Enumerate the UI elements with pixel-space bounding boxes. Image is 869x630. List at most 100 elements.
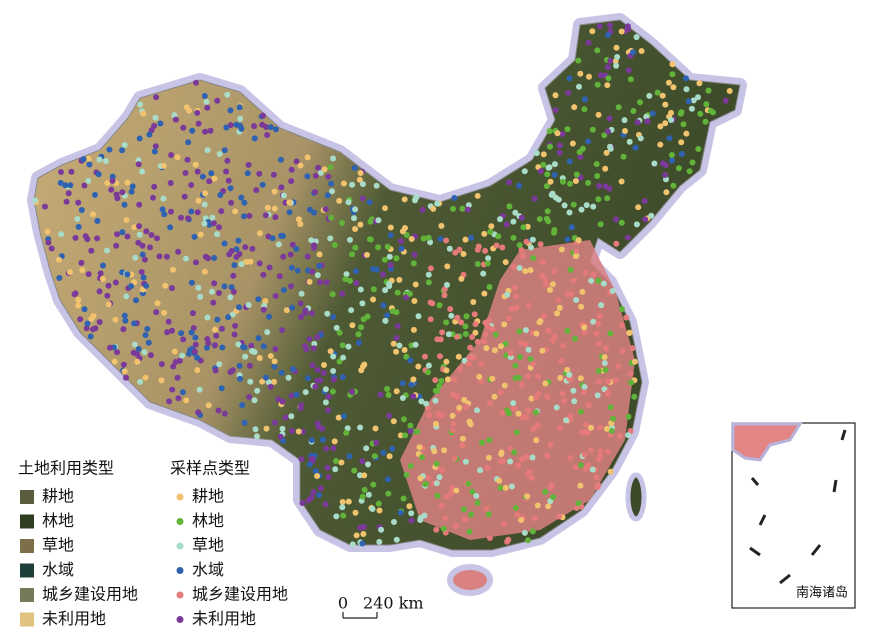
sample-point <box>631 393 638 400</box>
sample-point <box>595 277 602 284</box>
sample-point <box>572 178 579 184</box>
sample-point <box>497 216 503 223</box>
sample-point <box>443 367 450 374</box>
sample-point <box>623 314 630 321</box>
sample-point <box>322 501 329 508</box>
sample-point <box>104 180 111 187</box>
sample-point <box>462 323 469 330</box>
sample-point <box>175 248 182 255</box>
sample-point <box>549 190 556 197</box>
sample-point <box>586 73 592 80</box>
sample-point <box>670 182 677 189</box>
sample-point <box>476 373 483 380</box>
sample-legend-label: 水域 <box>192 560 224 579</box>
sample-point <box>361 361 368 368</box>
sample-point <box>683 86 690 93</box>
sample-point <box>329 388 336 395</box>
sample-point <box>86 161 93 168</box>
sample-point <box>607 468 614 475</box>
sample-point <box>136 135 143 142</box>
sample-point <box>216 290 222 296</box>
sample-point <box>426 412 433 419</box>
sample-point <box>197 293 204 300</box>
sample-point <box>240 344 247 350</box>
sample-point <box>254 387 261 394</box>
sample-point <box>235 341 242 348</box>
sample-point <box>512 504 519 511</box>
sample-point <box>585 179 592 186</box>
sample-point <box>598 302 605 309</box>
sample-point <box>462 331 469 337</box>
sample-point <box>58 231 65 238</box>
sample-point <box>406 503 413 510</box>
sample-point <box>190 325 197 331</box>
sample-point <box>144 326 151 332</box>
sample-point <box>293 391 300 398</box>
sample-point <box>618 178 625 185</box>
sample-point <box>604 389 611 396</box>
sample-point <box>340 413 347 420</box>
sample-point <box>567 180 573 187</box>
sample-point <box>454 393 461 400</box>
sample-point <box>523 238 530 245</box>
sample-point <box>230 272 237 279</box>
sample-point <box>643 113 650 120</box>
sample-point <box>356 339 362 346</box>
sample-point <box>245 161 252 168</box>
sample-point <box>569 140 576 147</box>
sample-point <box>633 221 640 228</box>
sample-point <box>451 455 458 462</box>
sample-point <box>114 195 121 202</box>
sample-point <box>421 512 428 519</box>
sample-point <box>533 437 540 444</box>
sample-point <box>232 322 239 329</box>
sample-point <box>503 352 510 359</box>
sample-point <box>517 354 523 360</box>
sample-point <box>545 218 552 225</box>
sample-point <box>309 268 316 275</box>
sample-point <box>293 158 300 165</box>
sample-point <box>472 329 479 336</box>
sample-point <box>695 94 701 101</box>
sample-point <box>359 195 366 202</box>
sample-point <box>333 513 340 520</box>
sample-point <box>353 280 360 286</box>
sample-point <box>481 338 488 345</box>
sample-point <box>346 453 353 460</box>
sample-point <box>577 375 584 382</box>
sample-point <box>241 419 248 426</box>
sample-point <box>206 178 213 185</box>
sample-point <box>561 397 568 404</box>
sample-point <box>167 180 174 186</box>
sample-point <box>92 325 99 332</box>
sample-point <box>365 461 371 468</box>
sample-point <box>297 162 304 169</box>
sample-point <box>575 500 582 507</box>
sample-point <box>312 383 319 390</box>
sample-point <box>526 468 533 475</box>
sample-point <box>75 296 82 303</box>
sample-point <box>323 445 330 452</box>
sample-point <box>497 343 504 350</box>
sample-point <box>669 157 675 164</box>
sample-point <box>298 290 305 297</box>
sample-point <box>589 28 596 35</box>
sample-point <box>537 168 544 175</box>
sample-point <box>523 454 530 461</box>
sample-point <box>378 526 385 533</box>
sample-point <box>627 370 634 377</box>
sample-point <box>520 224 527 231</box>
sample-point <box>581 451 588 458</box>
sample-point <box>637 99 643 106</box>
sample-point <box>68 168 75 175</box>
sample-point <box>124 233 131 240</box>
sample-point <box>601 360 608 367</box>
sample-point <box>157 120 164 127</box>
sample-point <box>312 189 319 195</box>
sample-point <box>370 286 377 293</box>
sample-point <box>696 80 703 87</box>
sample-point <box>436 474 443 481</box>
sample-point <box>604 448 611 455</box>
sample-point <box>407 428 414 435</box>
sample-point <box>353 268 360 275</box>
